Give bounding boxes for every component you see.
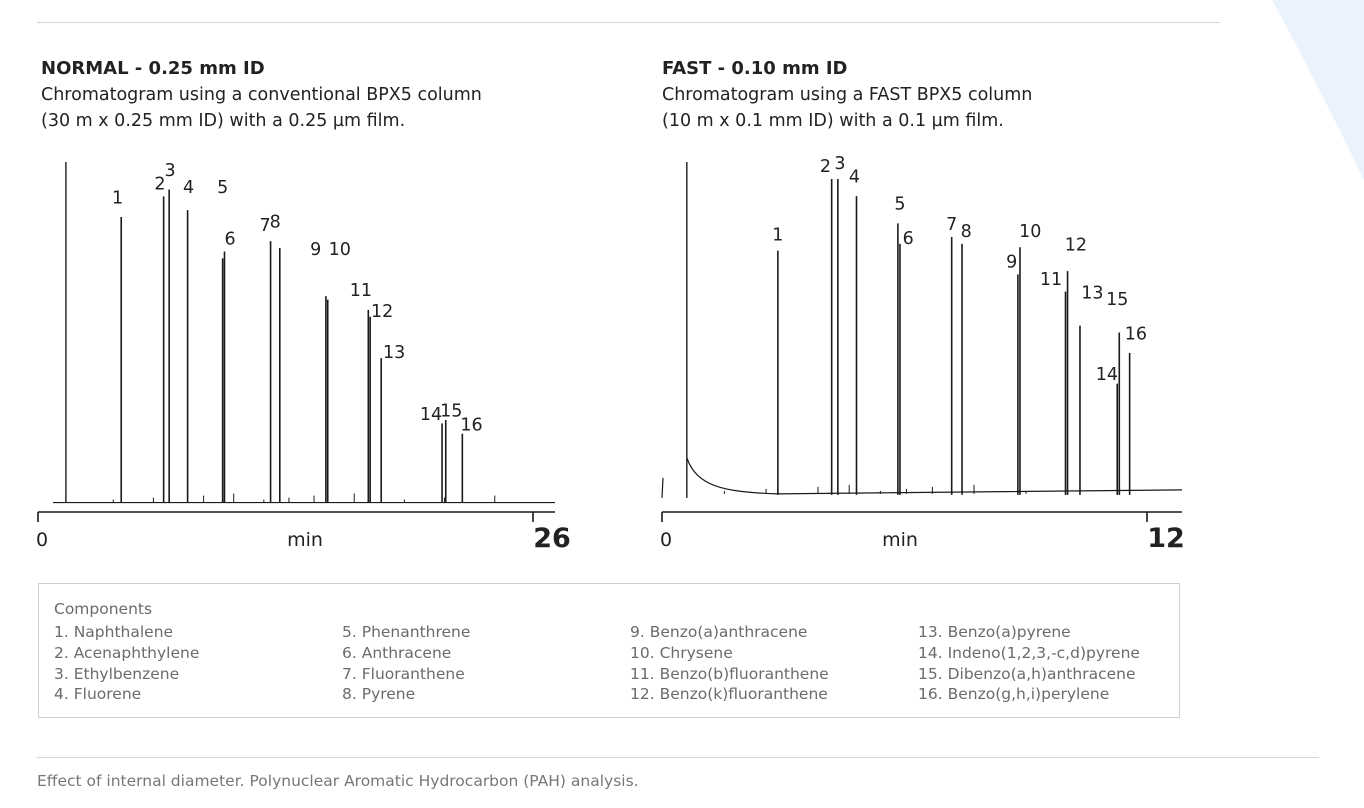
fast-chart-header: FAST - 0.10 mm ID Chromatogram using a F… <box>662 56 1032 134</box>
peak-label-14: 14 <box>1096 365 1118 385</box>
baseline-trace <box>661 457 1183 498</box>
x-axis-label: min <box>882 529 918 551</box>
peak-label-3: 3 <box>165 161 176 181</box>
x-tick-label-end: 26 <box>533 523 571 554</box>
components-column-2: 5. Phenanthrene 6. Anthracene 7. Fluoran… <box>342 622 470 705</box>
normal-chart-subtitle-line-1: Chromatogram using a conventional BPX5 c… <box>41 85 482 105</box>
component-item: 16. Benzo(g,h,i)perylene <box>918 685 1110 704</box>
peak-label-16: 16 <box>1125 324 1147 344</box>
components-column-1: 1. Naphthalene 2. Acenaphthylene 3. Ethy… <box>54 622 199 705</box>
component-item: 5. Phenanthrene <box>342 623 471 641</box>
component-item: 4. Fluorene <box>54 685 142 704</box>
component-item: 6. Anthracene <box>342 643 452 662</box>
peak-label-2: 2 <box>154 175 165 195</box>
peak-label-12: 12 <box>371 302 393 322</box>
peak-label-1: 1 <box>772 225 783 245</box>
peak-label-10: 10 <box>329 240 351 260</box>
component-item: 8. Pyrene <box>342 685 416 704</box>
peak-label-14: 14 <box>420 405 442 425</box>
components-column-3: 9. Benzo(a)anthracene 10. Chrysene 11. B… <box>630 622 829 705</box>
peak-label-12: 12 <box>1065 236 1087 256</box>
component-item: 7. Fluoranthene <box>342 664 465 683</box>
peak-label-1: 1 <box>112 188 123 208</box>
component-item: 15. Dibenzo(a,h)anthracene <box>918 664 1136 683</box>
peak-label-15: 15 <box>1106 290 1128 310</box>
normal-chart-header: NORMAL - 0.25 mm ID Chromatogram using a… <box>41 56 482 134</box>
peak-label-13: 13 <box>1081 283 1103 303</box>
fast-chart-title: FAST - 0.10 mm ID <box>662 58 848 79</box>
peak-label-15: 15 <box>440 402 462 422</box>
x-tick-label-start: 0 <box>660 529 672 551</box>
x-tick-label-start: 0 <box>36 529 48 551</box>
peak-label-9: 9 <box>310 240 321 260</box>
peak-label-6: 6 <box>224 230 235 250</box>
fast-chart-subtitle-line-1: Chromatogram using a FAST BPX5 column <box>662 85 1033 105</box>
components-legend: Components 1. Naphthalene 2. Acenaphthyl… <box>38 583 1180 718</box>
component-item: 2. Acenaphthylene <box>54 643 200 662</box>
peak-label-4: 4 <box>849 167 860 187</box>
fast-chart-subtitle-line-2: (10 m x 0.1 mm ID) with a 0.1 µm film. <box>662 111 1004 131</box>
figure-caption: Effect of internal diameter. Polynuclear… <box>37 772 639 790</box>
peak-label-7: 7 <box>259 216 270 236</box>
peak-label-6: 6 <box>903 229 914 249</box>
peak-label-13: 13 <box>383 343 405 363</box>
peak-label-7: 7 <box>946 215 957 235</box>
component-item: 13. Benzo(a)pyrene <box>918 623 1071 641</box>
bottom-divider <box>37 757 1319 758</box>
peak-label-2: 2 <box>820 157 831 177</box>
component-item: 10. Chrysene <box>630 643 733 662</box>
peak-label-10: 10 <box>1019 222 1041 242</box>
component-item: 9. Benzo(a)anthracene <box>630 623 808 641</box>
peak-label-8: 8 <box>270 212 281 232</box>
component-item: 3. Ethylbenzene <box>54 664 180 683</box>
peak-label-8: 8 <box>961 222 972 242</box>
peak-label-5: 5 <box>217 178 228 198</box>
x-tick-label-end: 12 <box>1147 523 1185 554</box>
top-divider <box>37 22 1220 23</box>
component-item: 14. Indeno(1,2,3,-c,d)pyrene <box>918 643 1140 662</box>
peak-label-9: 9 <box>1006 253 1017 273</box>
component-item: 1. Naphthalene <box>54 623 174 641</box>
component-item: 11. Benzo(b)fluoranthene <box>630 664 829 683</box>
peak-label-11: 11 <box>1040 270 1062 290</box>
components-title: Components <box>54 600 153 618</box>
peak-label-4: 4 <box>183 178 194 198</box>
peak-label-16: 16 <box>460 415 482 435</box>
peak-label-5: 5 <box>894 195 905 215</box>
normal-chart-subtitle-line-2: (30 m x 0.25 mm ID) with a 0.25 µm film. <box>41 111 406 131</box>
peak-label-3: 3 <box>834 154 845 174</box>
components-column-4: 13. Benzo(a)pyrene 14. Indeno(1,2,3,-c,d… <box>918 622 1140 705</box>
peak-label-11: 11 <box>350 281 372 301</box>
normal-chart-title: NORMAL - 0.25 mm ID <box>41 58 265 79</box>
component-item: 12. Benzo(k)fluoranthene <box>630 685 828 704</box>
x-axis-label: min <box>287 529 323 551</box>
